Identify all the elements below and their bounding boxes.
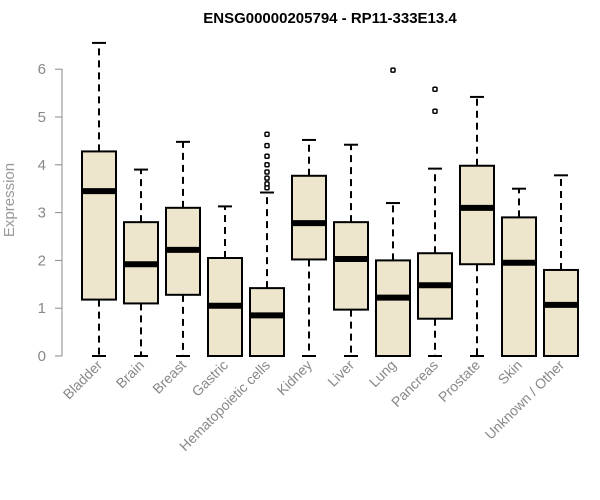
y-axis-label: Expression <box>1 163 18 237</box>
box-unknown-other <box>543 174 579 357</box>
outlier-point <box>264 153 270 159</box>
chart-title: ENSG00000205794 - RP11-333E13.4 <box>203 10 457 27</box>
x-category-label: Bladder <box>60 357 106 403</box>
y-tick-label: 2 <box>38 252 46 269</box>
outlier-point <box>264 162 270 168</box>
y-tick-label: 4 <box>38 157 46 174</box>
y-tick-label: 5 <box>38 109 46 126</box>
iqr-box <box>543 268 579 357</box>
x-category-label: Skin <box>495 357 526 388</box>
x-category-label: Unknown / Other <box>482 357 568 443</box>
y-axis-ticks: 0 1 2 3 4 5 6 <box>38 61 62 365</box>
outlier-point <box>264 142 270 149</box>
box-pancreas <box>417 86 453 357</box>
outlier-point <box>264 175 270 181</box>
outlier-point <box>432 86 438 93</box>
x-category-label: Brain <box>113 357 147 391</box>
outlier-point <box>432 108 438 115</box>
x-category-label: Kidney <box>274 357 316 399</box>
y-tick-label: 6 <box>38 61 46 78</box>
iqr-box <box>459 164 495 266</box>
outlier-point <box>264 169 270 175</box>
box-hematopoietic-cells <box>249 131 285 357</box>
box-prostate <box>459 95 495 357</box>
box-breast <box>165 140 201 357</box>
outlier-point <box>264 181 270 187</box>
iqr-box <box>291 174 327 261</box>
outlier-point <box>390 67 396 73</box>
iqr-box <box>375 259 411 357</box>
box-lung <box>375 67 411 357</box>
box-brain <box>123 168 159 357</box>
iqr-box <box>81 150 117 301</box>
box-liver <box>333 143 369 357</box>
box-skin <box>501 187 537 357</box>
outlier-point <box>264 131 270 137</box>
y-tick-label: 1 <box>38 300 46 317</box>
boxes-group <box>81 41 579 358</box>
x-category-label: Prostate <box>435 357 483 405</box>
x-category-label: Pancreas <box>388 357 441 410</box>
y-tick-label: 3 <box>38 205 46 222</box>
box-bladder <box>81 41 117 357</box>
box-gastric <box>207 205 243 358</box>
iqr-box <box>501 216 537 357</box>
x-category-label: Liver <box>324 357 357 390</box>
iqr-box <box>333 221 369 311</box>
x-category-label: Breast <box>149 357 189 397</box>
x-category-label: Lung <box>366 357 399 390</box>
box-kidney <box>291 138 327 357</box>
iqr-box <box>249 287 285 357</box>
y-tick-label: 0 <box>38 348 46 365</box>
